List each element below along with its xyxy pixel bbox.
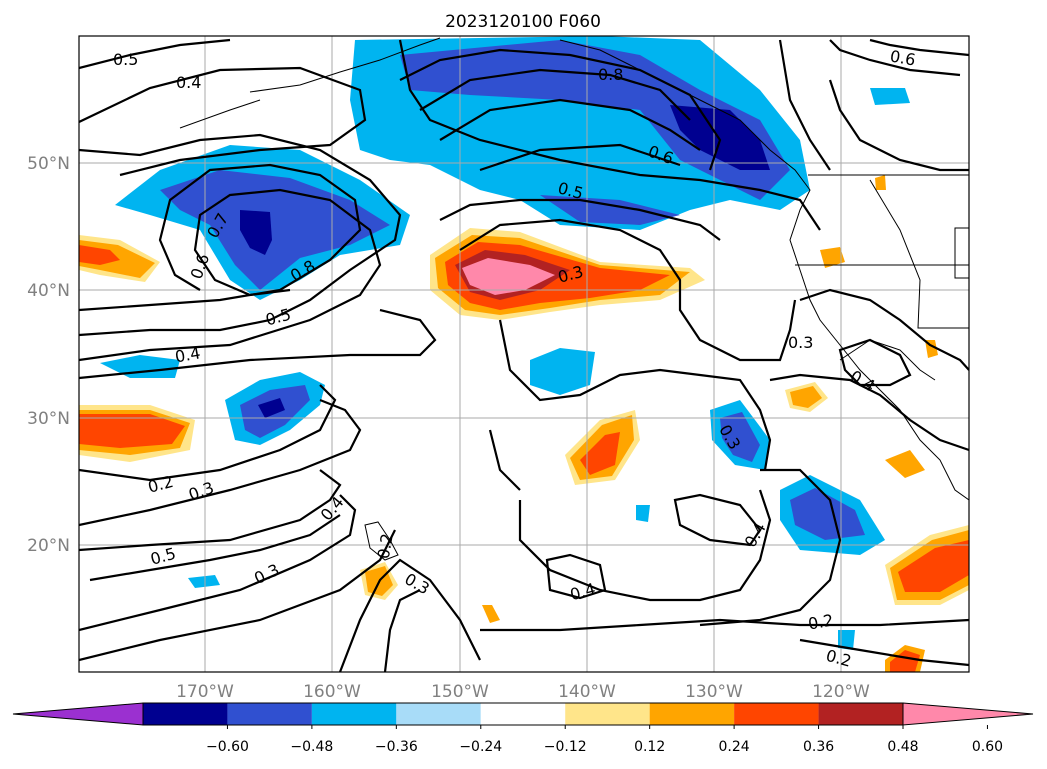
contour-label: 0.3 bbox=[788, 333, 813, 352]
colorbar-extend-right bbox=[902, 702, 1034, 726]
plot-title: 2023120100 F060 bbox=[445, 12, 601, 32]
colorbar-segment bbox=[649, 703, 735, 725]
lat-label: 20°N bbox=[27, 536, 70, 556]
colorbar-segment bbox=[818, 703, 903, 725]
colorbar-tick-label: −0.36 bbox=[375, 739, 418, 755]
contour-label: 0.2 bbox=[374, 532, 397, 560]
colorbar-tick-label: 0.48 bbox=[887, 739, 918, 755]
lat-label: 40°N bbox=[27, 281, 70, 301]
contour-label-group: 0.5 0.4 0.6 0.7 0.8 0.8 0.6 0.5 0.3 0.5 … bbox=[113, 46, 917, 670]
lon-label: 170°W bbox=[176, 682, 234, 702]
colorbar-tick-label: 0.36 bbox=[803, 739, 834, 755]
map-frame bbox=[78, 35, 970, 673]
lon-label: 160°W bbox=[303, 682, 361, 702]
colorbar-extend-left bbox=[12, 702, 144, 726]
lon-label: 140°W bbox=[558, 682, 616, 702]
colorbar-tick-label: −0.12 bbox=[544, 739, 587, 755]
contour-label: 0.8 bbox=[598, 65, 623, 84]
contour-label: 0.5 bbox=[113, 50, 138, 69]
contour-label: 0.2 bbox=[807, 610, 835, 633]
colorbar-tick-label: −0.60 bbox=[206, 739, 249, 755]
colorbar-segment bbox=[311, 703, 397, 725]
shaded-field bbox=[79, 36, 969, 672]
contour-lines bbox=[79, 38, 969, 672]
lon-label: 120°W bbox=[812, 682, 870, 702]
lon-label: 150°W bbox=[431, 682, 489, 702]
colorbar-tick-label: 0.60 bbox=[972, 739, 1003, 755]
colorbar-segment bbox=[227, 703, 312, 725]
latitude-labels: 50°N 40°N 30°N 20°N bbox=[27, 154, 70, 556]
colorbar-segment bbox=[143, 703, 228, 725]
lat-label: 50°N bbox=[27, 154, 70, 174]
positive-anomaly-areas bbox=[79, 175, 969, 672]
colorbar-segment bbox=[396, 703, 481, 725]
contour-label: 0.6 bbox=[889, 46, 917, 69]
colorbar-segment bbox=[734, 703, 819, 725]
lon-label: 130°W bbox=[685, 682, 743, 702]
colorbar-segment bbox=[480, 703, 566, 725]
colorbar: −0.60 −0.48 −0.36 −0.24 −0.12 0.12 0.24 0.36 0.4… bbox=[12, 702, 1034, 755]
graticule bbox=[79, 36, 969, 672]
colorbar-tick-label: −0.48 bbox=[290, 739, 333, 755]
colorbar-tick-label: 0.12 bbox=[634, 739, 665, 755]
colorbar-tick-label: −0.24 bbox=[459, 739, 502, 755]
longitude-labels: 170°W 160°W 150°W 140°W 130°W 120°W bbox=[176, 682, 870, 702]
colorbar-segment bbox=[565, 703, 650, 725]
contour-label: 0.4 bbox=[176, 73, 201, 92]
contour-label: 0.4 bbox=[173, 343, 201, 366]
lat-label: 30°N bbox=[27, 409, 70, 429]
colorbar-tick-label: 0.24 bbox=[719, 739, 750, 755]
negative-anomaly-areas bbox=[100, 36, 910, 650]
